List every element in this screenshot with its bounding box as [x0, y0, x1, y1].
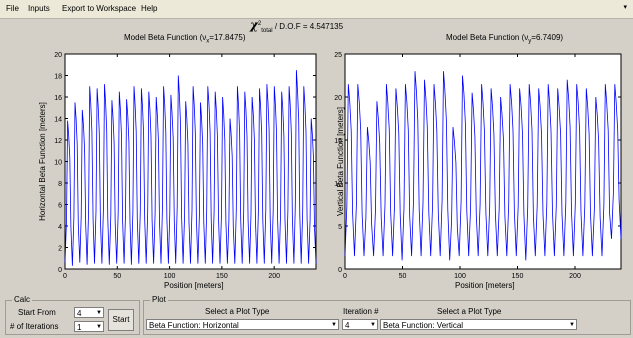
horizontal-ytick-label: 8	[58, 181, 62, 188]
vertical-ytick-label: 20	[334, 95, 342, 102]
horizontal-xtick-label: 150	[216, 273, 228, 280]
vertical-xtick-label: 100	[454, 273, 466, 280]
horizontal-xtick-label: 100	[164, 273, 176, 280]
horizontal-beta-line	[64, 70, 317, 266]
vertical-plot-title: Model Beta Function (νy=6.7409)	[446, 33, 564, 45]
chevron-down-icon: ▼	[331, 322, 337, 328]
plot-panel-title: Plot	[150, 295, 168, 304]
menu-export-to-workspace[interactable]: Export to Workspace	[62, 4, 137, 13]
chevron-down-icon: ▼	[569, 322, 575, 328]
left-plot-type-label: Select a Plot Type	[205, 307, 270, 316]
calc-panel: Calc	[5, 295, 140, 335]
iteration-number-select[interactable]: 4 ▼	[342, 319, 378, 330]
horizontal-plot-title: Model Beta Function (νx=17.8475)	[124, 33, 246, 45]
vertical-xtick-label: 150	[512, 273, 524, 280]
horizontal-ytick-label: 6	[58, 203, 62, 210]
menu-overflow-arrow-icon[interactable]: ▾	[623, 4, 627, 11]
chevron-down-icon: ▼	[96, 310, 102, 316]
vertical-ytick-label: 10	[334, 181, 342, 188]
start-from-label: Start From	[18, 308, 56, 317]
vertical-plot-ylabel: Vertical Beta Function [meters]	[335, 107, 345, 216]
vertical-plot-xlabel: Position [meters]	[455, 281, 515, 290]
horizontal-plot-xlabel: Position [meters]	[164, 281, 224, 290]
horizontal-plot-ylabel: Horizontal Beta Function [meters]	[37, 102, 47, 221]
chevron-down-icon: ▼	[96, 324, 102, 330]
plot-panel: Plot	[143, 295, 631, 335]
chevron-down-icon: ▼	[370, 322, 376, 328]
horizontal-ytick-label: 4	[58, 224, 62, 231]
horizontal-ytick-label: 18	[54, 74, 62, 81]
vertical-xtick-label: 50	[399, 273, 407, 280]
horizontal-ytick-label: 16	[54, 95, 62, 102]
horizontal-ytick-label: 10	[54, 160, 62, 167]
menu-bar: File Inputs Export to Workspace Help ▾	[0, 0, 633, 19]
vertical-ytick-label: 5	[338, 224, 342, 231]
menu-help[interactable]: Help	[141, 4, 158, 13]
horizontal-ytick-label: 0	[58, 267, 62, 274]
vertical-xtick-label: 200	[569, 273, 581, 280]
left-plot-type-select[interactable]: Beta Function: Horizontal ▼	[146, 319, 339, 330]
iterations-label: # of Iterations	[10, 322, 59, 331]
start-from-select[interactable]: 4 ▼	[74, 307, 104, 318]
vertical-ytick-label: 25	[334, 52, 342, 59]
horizontal-beta-plot: 0 2 4 6 8 10 12 14 16 18 20 0 50 100 150 200	[50, 36, 320, 296]
iteration-number-label: Iteration #	[343, 307, 379, 316]
vertical-ytick-label: 0	[338, 267, 342, 274]
iterations-select[interactable]: 1 ▼	[74, 321, 104, 332]
vertical-beta-plot: 0 5 10 15 20 25 0 50 100 150 200	[330, 36, 625, 296]
horizontal-ytick-label: 12	[54, 138, 62, 145]
horizontal-ytick-label: 2	[58, 246, 62, 253]
vertical-beta-axes: 0 5 10 15 20 25 0 50 100 150 200	[334, 52, 622, 280]
horizontal-xtick-label: 200	[268, 273, 280, 280]
horizontal-xtick-label: 50	[113, 273, 121, 280]
vertical-axes-box	[344, 53, 622, 270]
right-plot-type-label: Select a Plot Type	[437, 307, 502, 316]
horizontal-ytick-label: 14	[54, 117, 62, 124]
vertical-xtick-label: 0	[343, 273, 347, 280]
menu-inputs[interactable]: Inputs	[28, 4, 50, 13]
menu-file[interactable]: File	[6, 4, 19, 13]
start-button[interactable]: Start	[108, 309, 134, 331]
chi-squared-label: χ2total / D.O.F = 4.547135	[250, 18, 344, 34]
right-plot-type-select[interactable]: Beta Function: Vertical ▼	[380, 319, 577, 330]
vertical-beta-line	[344, 71, 622, 261]
horizontal-ytick-label: 20	[54, 52, 62, 59]
horizontal-xtick-label: 0	[63, 273, 67, 280]
vertical-ytick-label: 15	[334, 138, 342, 145]
calc-panel-title: Calc	[12, 295, 33, 304]
